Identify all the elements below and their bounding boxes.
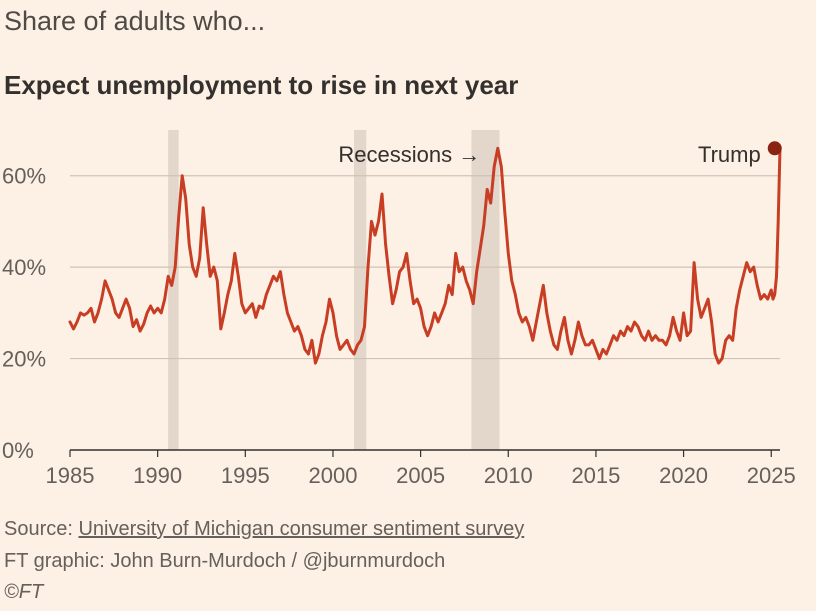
annotations: Recessions → Trump [338,141,782,167]
x-tick-label: 2020 [659,463,708,488]
x-tick-label: 2005 [396,463,445,488]
source-prefix: Source: [4,518,79,540]
x-tick-label: 1995 [221,463,270,488]
source-line: Source: University of Michigan consumer … [4,518,524,541]
annotation-label: Recessions → [338,142,480,167]
annotation-label: Trump [698,142,761,167]
series-lines [68,146,782,365]
copyright: ©FT [4,581,44,603]
series-line [68,146,782,365]
x-tick-label: 2010 [484,463,533,488]
x-tick-label: 1985 [46,463,95,488]
axes: 0% 20% 40% 60% 1985 1990 1995 2000 2005 2010 2015 2… [2,164,796,488]
gridlines [70,175,780,360]
source-link[interactable]: University of Michigan consumer sentimen… [78,518,525,540]
line-chart: 0% 20% 40% 60% 1985 1990 1995 2000 2005 2010 2015 2… [2,130,796,488]
chart-title: Expect unemployment to rise in next year [4,70,519,100]
y-tick-label: 40% [2,255,46,280]
x-tick-label: 2015 [571,463,620,488]
y-tick-label: 0% [2,438,34,463]
y-tick-label: 60% [2,164,46,189]
endpoint-dot [767,141,782,156]
recession-band [354,130,367,450]
chart-subtitle: Share of adults who... [4,6,266,36]
y-tick-label: 20% [2,347,46,372]
x-tick-label: 2025 [747,463,796,488]
x-tick-label: 1990 [133,463,182,488]
recession-band [168,130,179,450]
credit-line: FT graphic: John Burn-Murdoch / @jburnmu… [4,550,446,572]
x-tick-label: 2000 [308,463,357,488]
